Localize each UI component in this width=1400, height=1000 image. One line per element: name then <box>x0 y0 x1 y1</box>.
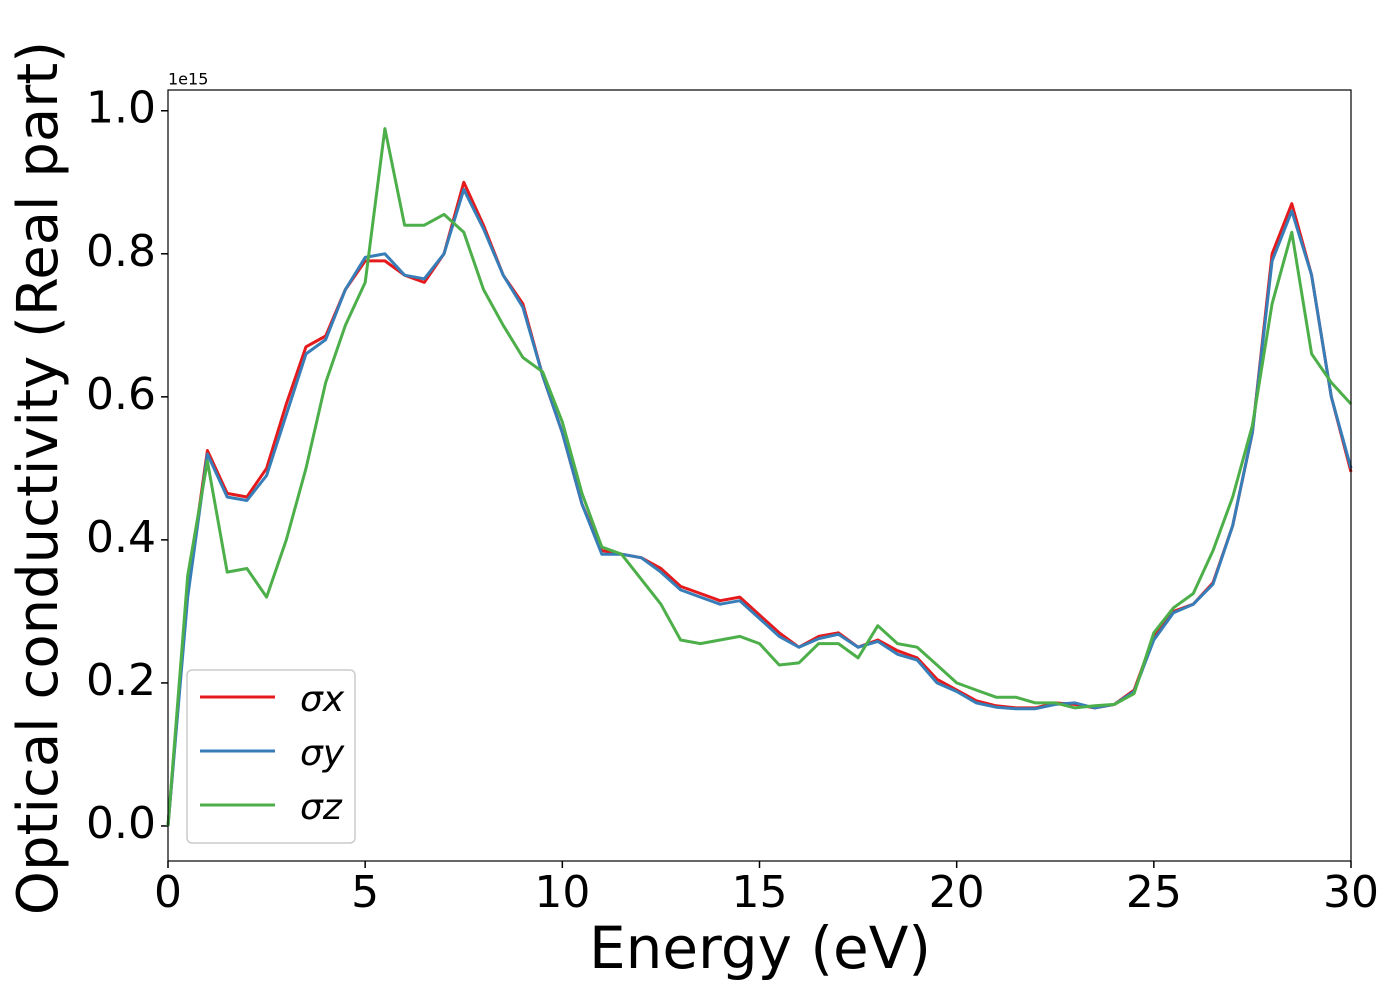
y-tick-label: 0.4 <box>86 512 156 563</box>
series-line <box>166 127 1353 827</box>
y-tick-label: 0.0 <box>86 798 156 849</box>
x-tick-label: 10 <box>534 867 590 918</box>
x-tick-label: 0 <box>154 867 182 918</box>
legend-box <box>186 669 356 844</box>
x-tick-label: 30 <box>1323 867 1379 918</box>
x-tick-label: 15 <box>732 867 788 918</box>
offset-label: 1e15 <box>168 70 208 89</box>
x-tick-label: 5 <box>351 867 379 918</box>
legend: σx σy σz <box>186 669 356 844</box>
series-line <box>166 187 1353 827</box>
y-tick-label: 0.8 <box>86 226 156 277</box>
legend-label: σz <box>300 787 343 828</box>
legend-label: σy <box>300 733 345 774</box>
y-tick-label: 1.0 <box>86 83 156 134</box>
x-tick-label: 25 <box>1126 867 1182 918</box>
x-axis-label: Energy (eV) <box>589 914 931 982</box>
y-tick-label: 0.6 <box>86 369 156 420</box>
y-tick-label: 0.2 <box>86 655 156 706</box>
x-tick-label: 20 <box>929 867 985 918</box>
y-axis-label: Optical conductivity (Real part) <box>6 41 71 915</box>
legend-label: σx <box>300 679 345 720</box>
plot-frame <box>167 89 1352 862</box>
